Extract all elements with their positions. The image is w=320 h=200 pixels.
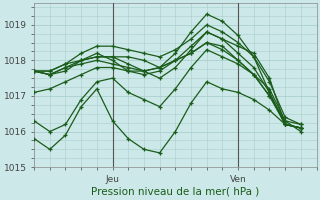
X-axis label: Pression niveau de la mer( hPa ): Pression niveau de la mer( hPa ) [91, 187, 260, 197]
